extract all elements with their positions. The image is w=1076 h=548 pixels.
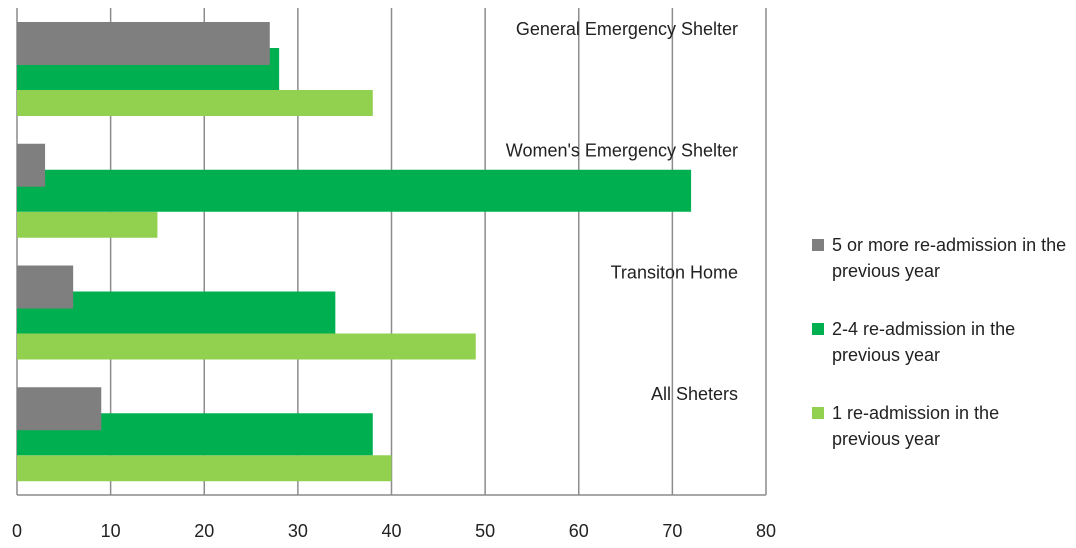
- category-label: All Sheters: [651, 384, 738, 404]
- bar: [17, 90, 373, 116]
- x-tick-label: 20: [194, 521, 214, 541]
- x-tick-label: 40: [381, 521, 401, 541]
- bar: [17, 169, 692, 212]
- x-tick-label: 70: [662, 521, 682, 541]
- x-tick-label: 30: [288, 521, 308, 541]
- bar: [17, 211, 158, 238]
- legend-label: 1 re-admission in the previous year: [832, 403, 1000, 449]
- category-label: Transiton Home: [611, 262, 738, 282]
- bar: [17, 143, 46, 187]
- legend-label: 2-4 re-admission in the previous year: [832, 319, 1016, 365]
- legend-swatch: [812, 239, 824, 251]
- category-label: Women's Emergency Shelter: [506, 141, 738, 161]
- category-label: General Emergency Shelter: [516, 19, 738, 39]
- bar: [17, 455, 392, 482]
- x-tick-label: 0: [12, 521, 22, 541]
- legend-swatch: [812, 323, 824, 335]
- x-tick-label: 10: [101, 521, 121, 541]
- x-tick-label: 50: [475, 521, 495, 541]
- bar: [17, 387, 102, 431]
- x-tick-label: 80: [756, 521, 776, 541]
- x-tick-label: 60: [569, 521, 589, 541]
- bar: [17, 333, 476, 360]
- bar: [17, 265, 74, 309]
- bar: [17, 22, 270, 65]
- legend-label: 5 or more re-admission in the previous y…: [832, 235, 1067, 281]
- legend-swatch: [812, 407, 824, 419]
